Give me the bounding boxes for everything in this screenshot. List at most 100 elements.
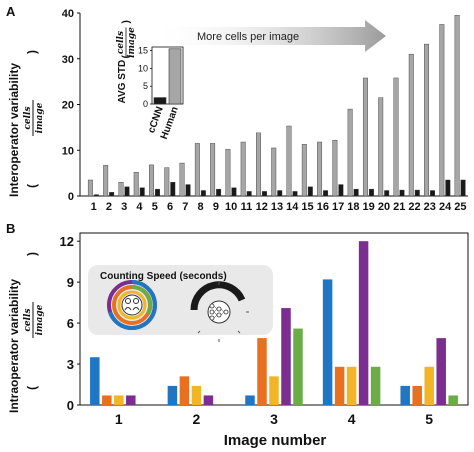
inset-bar xyxy=(168,48,182,105)
a-bar xyxy=(170,182,176,197)
a-x-tick-label: 9 xyxy=(213,201,219,213)
a-bar xyxy=(93,194,99,197)
a-bar xyxy=(103,165,109,197)
a-bar xyxy=(301,144,307,197)
counting-speed-box: Counting Speed (seconds) xyxy=(88,265,273,342)
a-x-tick-label: 8 xyxy=(198,201,204,213)
a-bar xyxy=(445,179,451,197)
inset-y-paren-open: ( xyxy=(121,55,132,59)
more-cells-arrow: More cells per image xyxy=(150,20,386,52)
a-bar xyxy=(384,190,390,197)
a-bar xyxy=(109,192,115,197)
a-x-tick-label: 19 xyxy=(363,201,375,213)
b-bar xyxy=(436,338,446,405)
b-bar xyxy=(412,385,422,405)
b-bar xyxy=(257,338,267,405)
a-bar xyxy=(133,172,139,197)
a-x-tick-label: 13 xyxy=(271,201,283,213)
a-bar xyxy=(194,143,200,197)
b-x-tick-label: 4 xyxy=(348,411,356,427)
a-bar xyxy=(307,186,313,197)
b-bar xyxy=(293,328,303,405)
a-bar xyxy=(338,184,344,197)
a-x-tick-label: 17 xyxy=(332,201,344,213)
b-bar xyxy=(281,308,291,405)
a-bar xyxy=(179,162,185,197)
a-x-tick-label: 18 xyxy=(347,201,359,213)
a-bar xyxy=(408,53,414,197)
a-bar xyxy=(231,187,237,197)
b-y-tick-label: 6 xyxy=(67,316,74,331)
a-bar xyxy=(399,189,405,197)
b-x-tick-label: 3 xyxy=(270,411,278,427)
a-y-tick-label: 30 xyxy=(62,54,74,66)
a-bar xyxy=(210,143,216,197)
a-bar xyxy=(164,167,170,197)
inset-y-axis-label: AVG STD xyxy=(117,60,128,104)
a-x-tick-label: 7 xyxy=(182,201,188,213)
b-bar xyxy=(346,366,357,405)
b-bar xyxy=(269,376,279,405)
a-bar xyxy=(347,108,353,197)
ccnn-speed-network-icon xyxy=(190,281,249,342)
a-x-tick-label: 21 xyxy=(393,201,405,213)
a-bar xyxy=(286,125,292,197)
bottom-y-axis-label: Intraoperator variability xyxy=(7,279,21,413)
a-bar xyxy=(424,43,429,197)
a-bar xyxy=(155,188,160,197)
top-ylabel-group: Interoperator variability ( cells image … xyxy=(7,50,45,197)
a-x-tick-label: 4 xyxy=(136,201,143,213)
a-bar xyxy=(317,141,323,197)
a-bar xyxy=(87,179,93,197)
a-x-tick-label: 2 xyxy=(106,201,112,213)
a-y-tick-label: 0 xyxy=(68,191,74,203)
b-bar xyxy=(322,279,333,405)
bottom-x-axis-label: Image number xyxy=(224,432,327,449)
a-bar xyxy=(332,139,338,197)
bottom-y-frac-num: cells xyxy=(23,308,33,331)
a-bar xyxy=(368,188,374,197)
a-x-tick-label: 15 xyxy=(301,201,313,213)
a-bar xyxy=(124,186,130,197)
a-x-tick-label: 11 xyxy=(241,201,253,213)
b-bar xyxy=(448,395,458,405)
b-y-tick-label: 3 xyxy=(67,357,74,372)
b-bar xyxy=(424,366,434,405)
a-x-tick-label: 10 xyxy=(225,201,237,213)
bottom-ylabel-group: Intraoperator variability ( cells image … xyxy=(7,252,45,413)
a-bar xyxy=(256,132,261,197)
a-x-tick-label: 25 xyxy=(454,201,466,213)
a-bar xyxy=(460,179,466,197)
b-x-tick-label: 2 xyxy=(193,411,201,427)
top-y-paren-open: ( xyxy=(25,184,39,188)
bottom-y-frac-den: image xyxy=(35,304,45,335)
a-bar xyxy=(430,190,435,197)
a-x-tick-label: 22 xyxy=(408,201,420,213)
a-x-tick-label: 1 xyxy=(91,201,97,213)
inset-bar xyxy=(153,97,167,105)
a-bar xyxy=(149,164,154,197)
b-bar xyxy=(179,376,190,405)
bottom-y-paren-open: ( xyxy=(25,386,39,390)
a-y-tick-label: 20 xyxy=(62,100,74,112)
a-x-tick-label: 16 xyxy=(317,201,329,213)
a-bar xyxy=(246,191,252,197)
a-x-tick-label: 23 xyxy=(424,201,436,213)
inset-y-tick-label: 0 xyxy=(143,99,148,109)
a-bar xyxy=(393,77,399,197)
a-x-tick-label: 24 xyxy=(439,201,452,213)
top-y-paren-close: ) xyxy=(25,50,39,54)
a-bar xyxy=(414,189,420,197)
b-x-tick-label: 5 xyxy=(425,411,433,427)
a-bar xyxy=(139,187,145,197)
a-x-tick-label: 20 xyxy=(378,201,390,213)
b-y-tick-label: 12 xyxy=(60,234,74,249)
a-bar xyxy=(454,15,460,197)
b-bar xyxy=(400,385,410,405)
b-bar xyxy=(167,385,178,405)
b-bar xyxy=(203,395,214,405)
a-bar xyxy=(118,182,124,197)
panel-b-letter: B xyxy=(6,221,15,236)
